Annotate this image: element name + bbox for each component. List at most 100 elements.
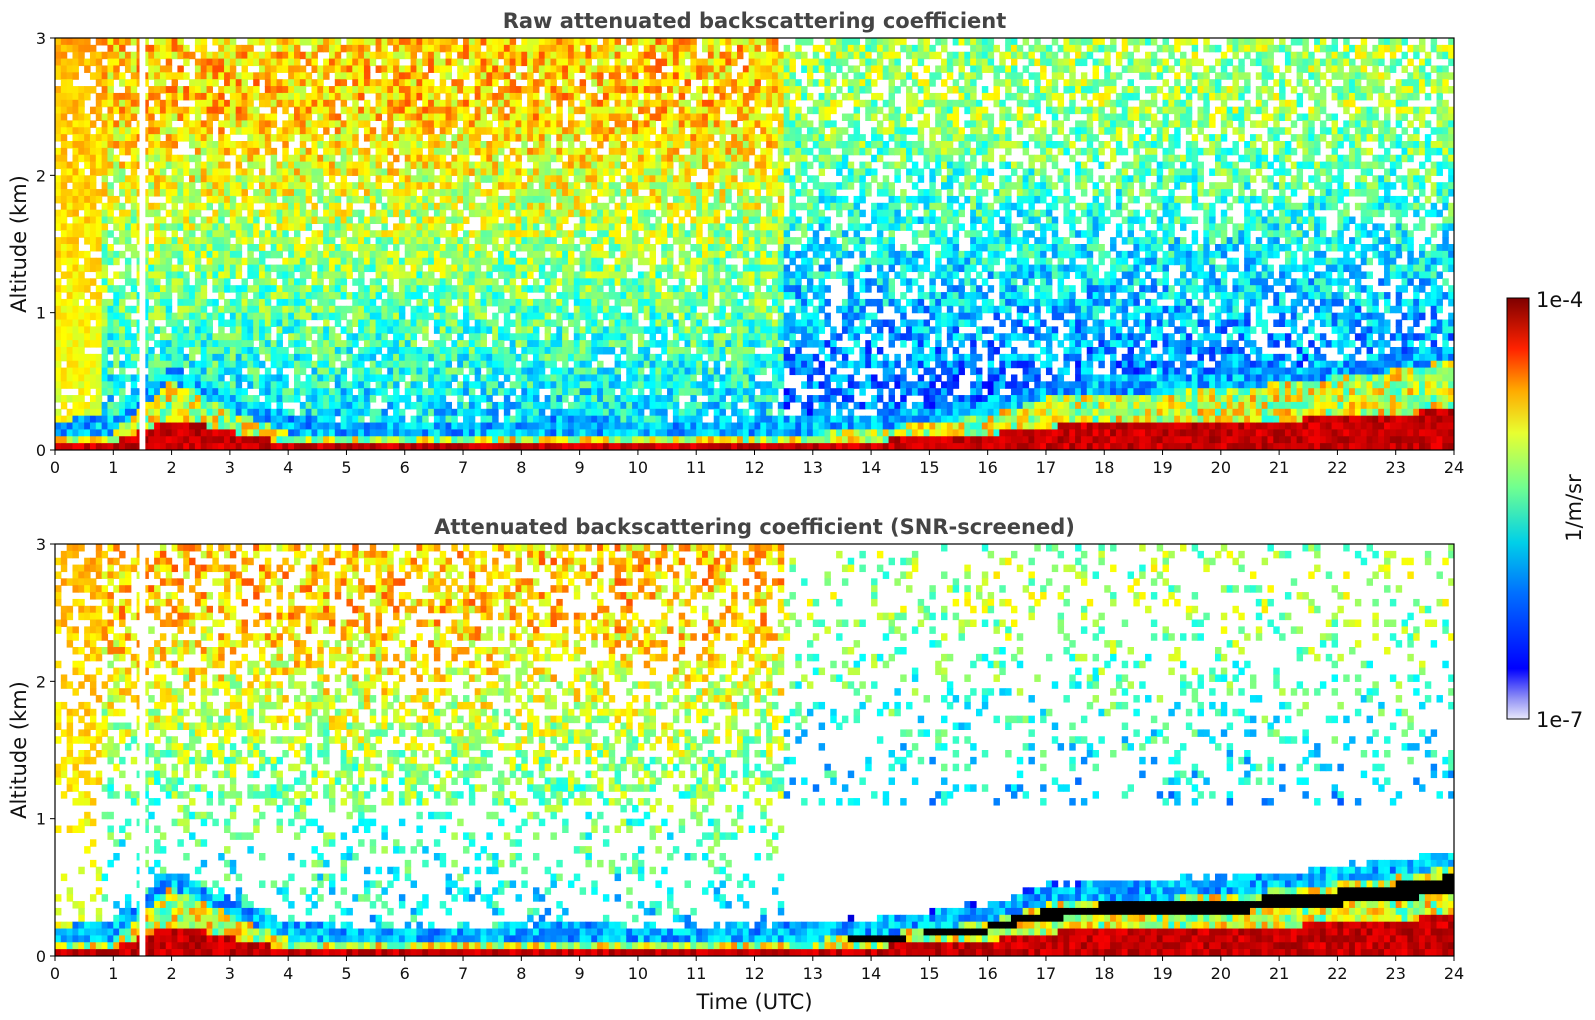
heatmap-cell: [95, 113, 103, 121]
heatmap-cell: [498, 86, 505, 94]
heatmap-cell: [288, 38, 295, 46]
heatmap-cell: [352, 230, 359, 238]
heatmap-cell: [387, 381, 394, 389]
heatmap-cell: [247, 429, 254, 437]
heatmap-cell: [159, 298, 167, 307]
heatmap-cell: [194, 367, 202, 376]
heatmap-cell: [328, 298, 336, 307]
heatmap-cell: [439, 395, 447, 403]
heatmap-cell: [567, 161, 575, 170]
heatmap-cell: [375, 415, 383, 424]
heatmap-cell: [346, 395, 353, 403]
heatmap-cell: [363, 134, 371, 142]
heatmap-cell: [282, 326, 289, 334]
heatmap-cell: [492, 216, 499, 224]
heatmap-cell: [428, 395, 435, 403]
heatmap-cell: [556, 86, 563, 94]
heatmap-cell: [189, 154, 196, 163]
heatmap-cell: [165, 237, 173, 245]
heatmap-cell: [334, 401, 342, 410]
heatmap-cell: [538, 353, 546, 362]
heatmap-cell: [66, 99, 74, 108]
heatmap-cell: [218, 367, 225, 376]
heatmap-cell: [89, 436, 97, 444]
heatmap-cell: [101, 79, 109, 87]
heatmap-cell: [363, 292, 371, 300]
heatmap-cell: [340, 360, 348, 369]
heatmap-cell: [84, 154, 91, 163]
heatmap-cell: [416, 127, 423, 135]
heatmap-cell: [457, 244, 464, 252]
heatmap-cell: [194, 127, 202, 135]
heatmap-cell: [177, 44, 184, 53]
heatmap-cell: [235, 99, 243, 108]
heatmap-cell: [299, 195, 307, 204]
heatmap-cell: [416, 106, 423, 115]
heatmap-cell: [194, 92, 202, 101]
heatmap-cell: [235, 154, 243, 163]
heatmap-cell: [398, 147, 406, 156]
heatmap-cell: [177, 250, 184, 259]
heatmap-cell: [159, 44, 167, 53]
heatmap-cell: [509, 44, 517, 53]
heatmap-cell: [416, 395, 423, 403]
heatmap-cell: [381, 51, 388, 60]
heatmap-cell: [194, 347, 202, 355]
heatmap-cell: [562, 285, 569, 293]
heatmap-cell: [544, 298, 552, 307]
heatmap-cell: [509, 92, 517, 101]
heatmap-cell: [602, 154, 610, 163]
heatmap-cell: [515, 237, 522, 245]
heatmap-cell: [393, 65, 400, 73]
heatmap-cell: [142, 92, 149, 101]
heatmap-cell: [608, 429, 616, 437]
heatmap-cell: [602, 134, 610, 142]
heatmap-cell: [463, 38, 470, 46]
heatmap-cell: [247, 147, 254, 156]
heatmap-cell: [480, 72, 487, 80]
heatmap-cell: [89, 305, 97, 314]
heatmap-cell: [101, 250, 109, 259]
heatmap-cell: [55, 113, 62, 121]
heatmap-cell: [416, 72, 423, 80]
heatmap-cell: [317, 347, 324, 355]
heatmap-cell: [206, 429, 213, 437]
heatmap-cell: [602, 305, 610, 314]
heatmap-cell: [60, 141, 68, 149]
heatmap-cell: [428, 223, 435, 231]
heatmap-cell: [154, 388, 161, 396]
heatmap-cell: [433, 353, 441, 362]
heatmap-cell: [101, 278, 109, 286]
heatmap-cell: [375, 278, 383, 286]
heatmap-cell: [503, 298, 511, 307]
heatmap-cell: [614, 134, 622, 142]
heatmap-cell: [410, 58, 418, 67]
heatmap-cell: [404, 51, 412, 60]
heatmap-cell: [375, 244, 383, 252]
heatmap-cell: [206, 99, 213, 108]
heatmap-cell: [119, 326, 126, 334]
heatmap-cell: [352, 381, 359, 389]
heatmap-cell: [404, 367, 412, 376]
heatmap-cell: [78, 44, 85, 53]
heatmap-cell: [270, 65, 278, 73]
heatmap-cell: [445, 333, 452, 341]
heatmap-cell: [183, 86, 190, 94]
heatmap-cell: [107, 141, 114, 149]
heatmap-cell: [323, 223, 330, 231]
heatmap-cell: [235, 367, 243, 376]
heatmap-cell: [445, 401, 452, 410]
heatmap-cell: [492, 161, 499, 170]
heatmap-cell: [340, 395, 348, 403]
heatmap-cell: [328, 161, 336, 170]
heatmap-cell: [375, 264, 383, 273]
heatmap-cell: [451, 92, 458, 101]
heatmap-cell: [486, 65, 493, 73]
heatmap-cell: [101, 127, 109, 135]
heatmap-cell: [159, 86, 167, 94]
heatmap-cell: [579, 408, 587, 417]
heatmap-cell: [311, 422, 318, 430]
heatmap-cell: [259, 127, 266, 135]
heatmap-cell: [212, 113, 219, 121]
heatmap-cell: [515, 147, 522, 156]
